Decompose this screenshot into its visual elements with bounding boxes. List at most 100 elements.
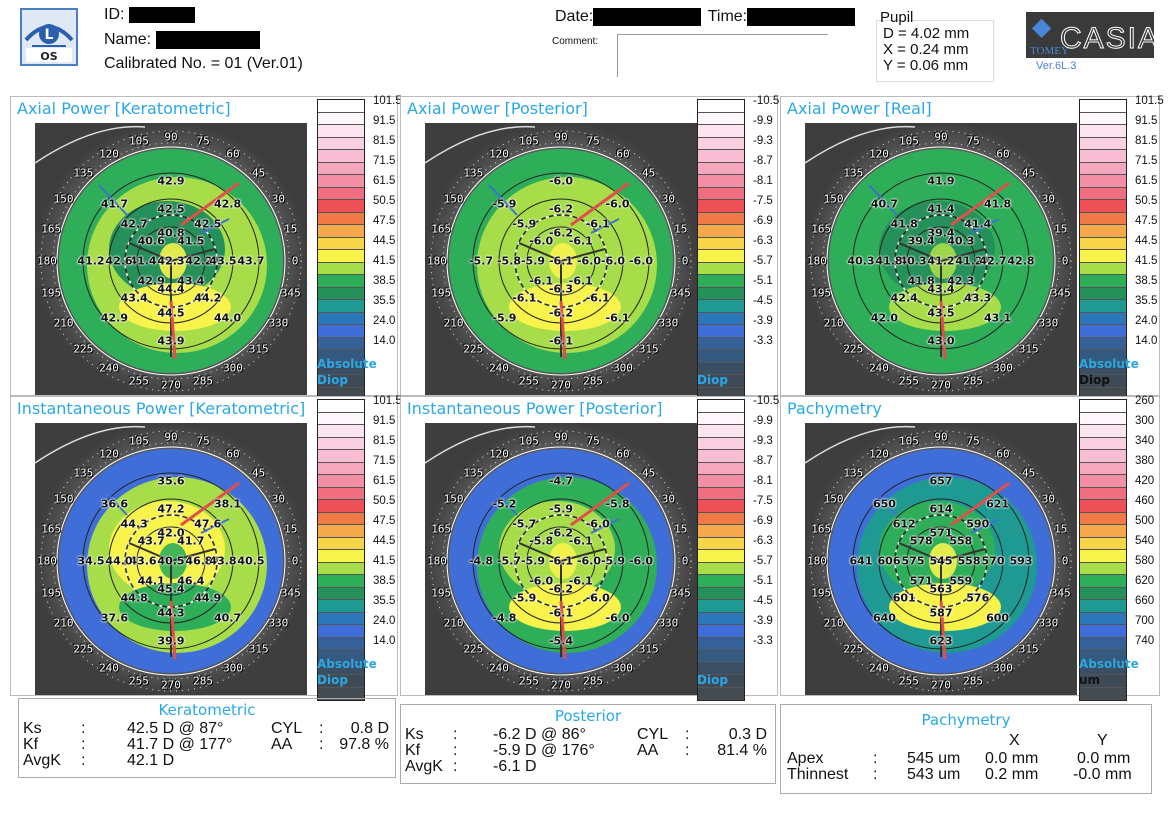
map-value-label: 623	[929, 634, 953, 648]
angle-label: 225	[463, 642, 484, 656]
color-swatch	[318, 250, 364, 263]
map-value-label: -6.1	[568, 574, 593, 588]
scale-tick-label: 340	[1135, 435, 1155, 447]
angle-label: 300	[613, 361, 633, 375]
angle-label: 15	[1054, 522, 1068, 536]
color-swatch	[1080, 425, 1126, 438]
angle-label: 300	[223, 661, 243, 675]
x-column-header: X	[1009, 732, 1020, 749]
angle-label: 105	[518, 434, 539, 448]
separator: :	[81, 752, 86, 769]
angle-label: 60	[226, 147, 240, 161]
map-value-label: -6.0	[529, 574, 554, 588]
map-value-label: 40.7	[213, 611, 242, 625]
angle-label: 345	[670, 586, 691, 600]
keratometric-summary: Keratometric Ks : 42.5 D @ 87° CYL : 0.8…	[18, 698, 396, 778]
angle-label: 240	[99, 361, 119, 375]
map-value-label: -6.1	[512, 291, 537, 305]
eye-letter: L	[45, 27, 54, 43]
map-value-label: 42.3	[947, 274, 975, 288]
angle-label: 30	[1041, 492, 1055, 506]
angle-label: 195	[41, 586, 62, 600]
color-swatch	[698, 662, 744, 675]
map-value-label: -5.8	[496, 254, 522, 268]
angle-label: 135	[843, 166, 864, 180]
angle-label: 45	[252, 166, 266, 180]
map-value-label: 42.9	[157, 174, 185, 188]
angle-label: 135	[843, 466, 864, 480]
map-value-label: -6.1	[568, 234, 593, 248]
color-swatch	[1080, 400, 1126, 413]
color-swatch	[318, 550, 364, 563]
map-panel-axial-posterior: Axial Power [Posterior] 0 15 30 45 60 75 90 105 1…	[400, 95, 779, 401]
separator: :	[81, 720, 86, 737]
steep-axis-line	[939, 600, 947, 660]
map-value-label: 570	[981, 554, 1005, 568]
map-value-label: 44.2	[194, 291, 222, 305]
color-swatch	[1080, 187, 1126, 200]
angle-label: 270	[161, 378, 181, 392]
angle-label: 330	[268, 616, 289, 630]
corneal-map	[805, 423, 1077, 695]
scale-unit-label: Diop	[317, 373, 348, 387]
color-swatch	[318, 300, 364, 313]
eyelid-reflection	[425, 125, 536, 164]
map-value-label: 559	[949, 574, 973, 588]
color-swatch	[318, 162, 364, 175]
color-swatch	[698, 237, 744, 250]
map-center-value: 40.5	[157, 554, 185, 568]
color-swatch	[1080, 600, 1126, 613]
steep-axis-line	[169, 300, 177, 360]
map-value-label: 42.9	[137, 274, 165, 288]
angle-label: 210	[53, 316, 74, 330]
color-swatch	[698, 337, 744, 350]
meridian-line	[560, 548, 606, 562]
flat-axis-line	[98, 184, 128, 216]
color-swatch	[698, 275, 744, 288]
angle-label: 195	[41, 286, 62, 300]
color-swatch	[1080, 612, 1126, 625]
flat-axis-line	[200, 518, 230, 534]
color-scale-bar	[317, 399, 365, 701]
angle-label: 225	[463, 342, 484, 356]
redacted-date	[593, 8, 702, 26]
angle-label: 75	[586, 134, 600, 148]
angle-label: 345	[280, 586, 301, 600]
kf-label: Kf	[23, 736, 39, 753]
color-scale-bar	[317, 99, 365, 401]
scale-mode-label: Absolute	[1079, 357, 1139, 371]
color-swatch	[1080, 662, 1126, 675]
map-value-label: -5.9	[512, 591, 537, 605]
angle-label: 135	[73, 166, 94, 180]
map-center-value: 545	[929, 554, 953, 568]
color-swatch	[318, 575, 364, 588]
color-swatch	[1080, 312, 1126, 325]
map-value-label: 601	[892, 591, 916, 605]
map-value-label: -6.0	[548, 174, 574, 188]
map-panel-axial-keratometric: Axial Power [Keratometric] 0 15 30 45 60 75 90 1…	[10, 95, 402, 401]
angle-label: 270	[931, 378, 951, 392]
map-value-label: 40.3	[899, 254, 927, 268]
color-swatch	[318, 412, 364, 425]
color-swatch	[698, 437, 744, 450]
scale-tick-label: -7.5	[753, 495, 773, 507]
color-swatch	[1080, 362, 1126, 375]
color-swatch	[318, 312, 364, 325]
angle-label: 165	[41, 222, 62, 236]
angle-label: 315	[638, 342, 659, 356]
color-swatch	[1080, 450, 1126, 463]
map-value-label: -5.9	[600, 554, 626, 568]
color-swatch	[698, 512, 744, 525]
scale-tick-label: 50.5	[1135, 195, 1158, 207]
angle-label: 225	[73, 342, 94, 356]
color-swatch	[1080, 262, 1126, 275]
angle-label: 165	[431, 222, 452, 236]
angle-label: 45	[252, 466, 266, 480]
angle-label: 195	[431, 286, 452, 300]
angle-ring	[430, 430, 692, 692]
flat-axis-line	[970, 518, 1000, 534]
color-swatch	[1080, 625, 1126, 638]
scale-tick-label: 14.0	[1135, 335, 1158, 347]
angle-ring	[810, 430, 1072, 692]
map-value-label: 600	[986, 611, 1010, 625]
